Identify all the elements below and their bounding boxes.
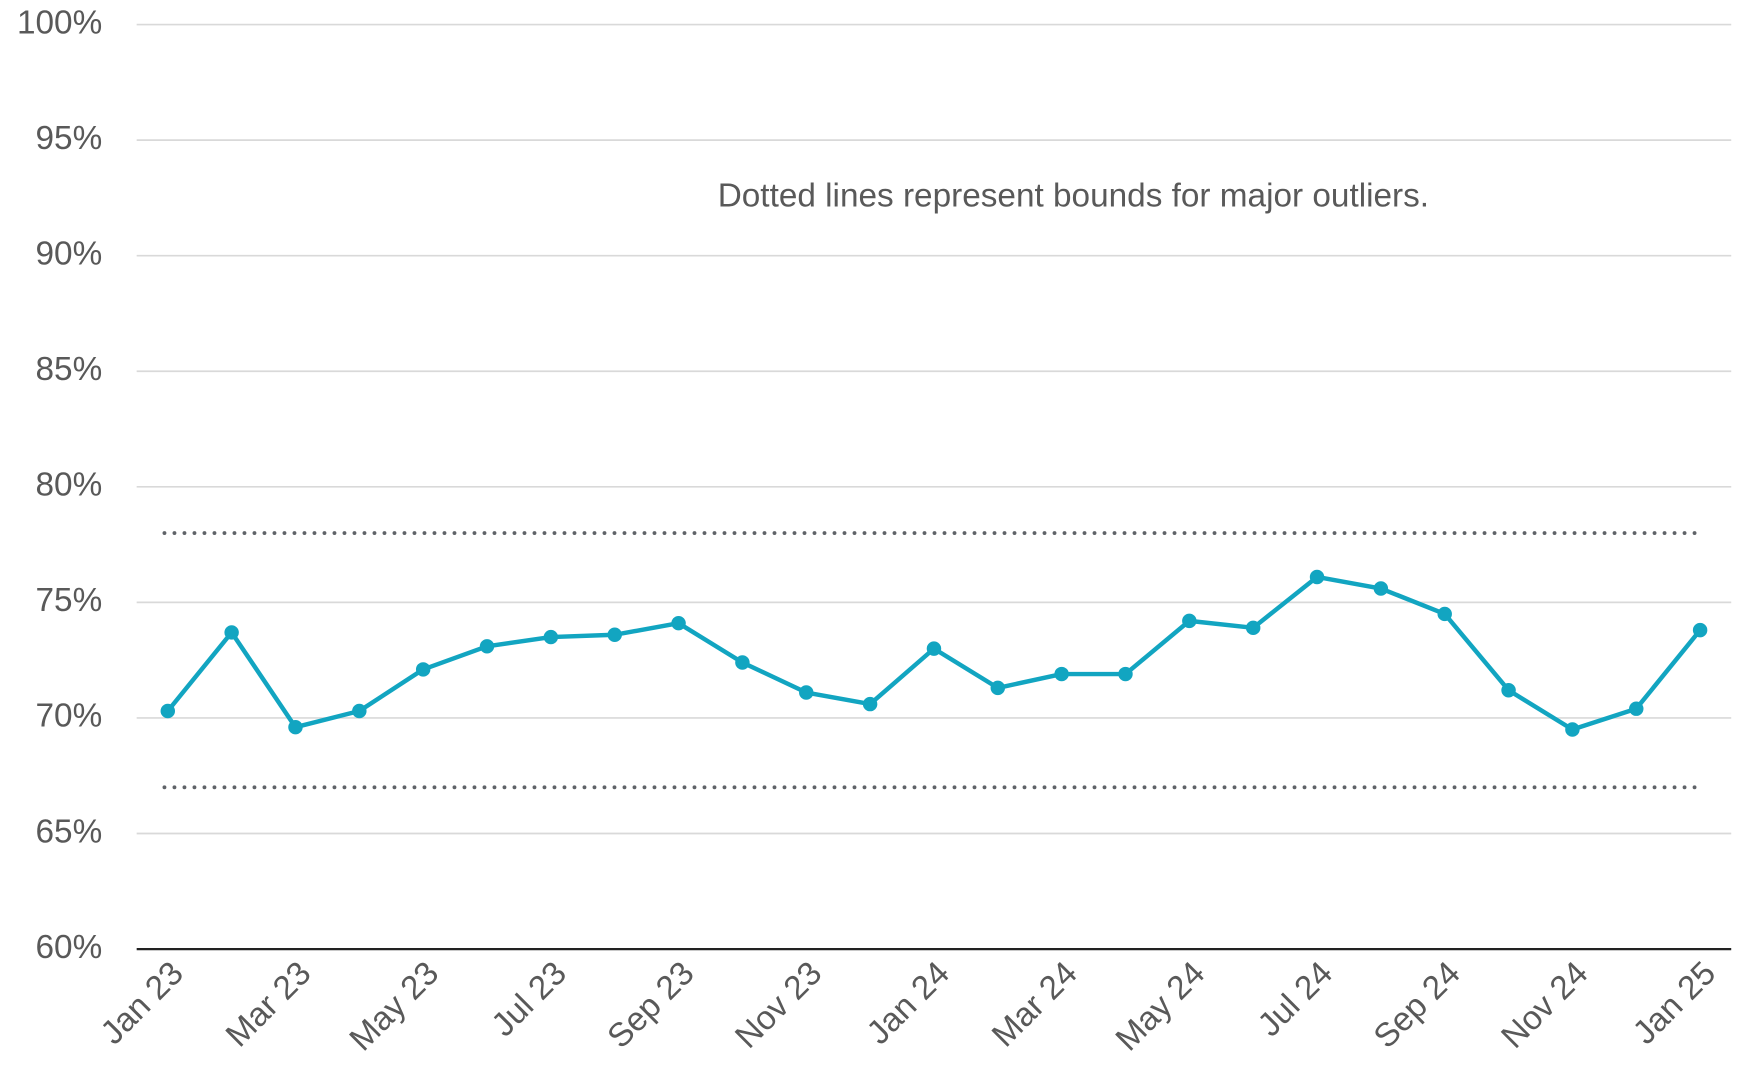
data-point — [543, 629, 559, 645]
x-tick-label: May 24 — [1109, 955, 1212, 1058]
data-point — [352, 703, 367, 719]
data-point — [1245, 620, 1261, 636]
data-point — [415, 662, 431, 677]
data-point — [160, 703, 176, 719]
y-tick-label: 60% — [36, 929, 103, 966]
data-point — [1182, 613, 1197, 629]
x-tick-label: Nov 23 — [728, 955, 829, 1056]
x-tick-label: Jan 25 — [1626, 955, 1723, 1052]
y-tick-label: 80% — [36, 467, 103, 504]
data-point — [1309, 569, 1325, 585]
data-point — [1054, 666, 1069, 682]
data-point — [862, 696, 878, 712]
data-point — [926, 641, 942, 656]
y-tick-label: 95% — [36, 120, 103, 157]
y-tick-label: 65% — [36, 813, 103, 850]
y-tick-label: 90% — [36, 236, 103, 273]
data-point — [1692, 622, 1708, 638]
data-point — [479, 639, 495, 654]
x-tick-label: Mar 23 — [219, 955, 319, 1055]
data-point — [1565, 722, 1580, 737]
data-point — [288, 719, 303, 735]
data-point — [1629, 701, 1644, 716]
x-tick-label: Sep 23 — [601, 955, 702, 1056]
annotation: Dotted lines represent bounds for major … — [718, 178, 1429, 215]
x-tick-label: Nov 24 — [1495, 955, 1596, 1056]
data-point — [224, 625, 239, 640]
y-tick-label: 75% — [36, 582, 103, 619]
y-tick-label: 85% — [36, 351, 103, 388]
x-tick-label: Jul 24 — [1251, 955, 1340, 1044]
data-point — [799, 685, 814, 700]
data-point — [735, 655, 750, 670]
data-point — [1118, 666, 1133, 682]
y-tick-label: 100% — [17, 4, 102, 41]
x-tick-label: Jan 24 — [860, 955, 957, 1052]
x-tick-label: Sep 24 — [1367, 955, 1468, 1056]
x-tick-label: Jul 23 — [485, 955, 574, 1044]
x-tick-label: Mar 24 — [985, 955, 1085, 1055]
data-point — [1373, 581, 1389, 596]
data-point — [1437, 606, 1452, 622]
data-point — [671, 615, 686, 631]
data-point — [1501, 682, 1516, 698]
data-point — [990, 680, 1006, 696]
y-tick-label: 70% — [36, 698, 103, 735]
x-tick-label: Jan 23 — [94, 955, 191, 1052]
x-tick-label: May 23 — [343, 955, 446, 1058]
data-point — [607, 627, 622, 642]
